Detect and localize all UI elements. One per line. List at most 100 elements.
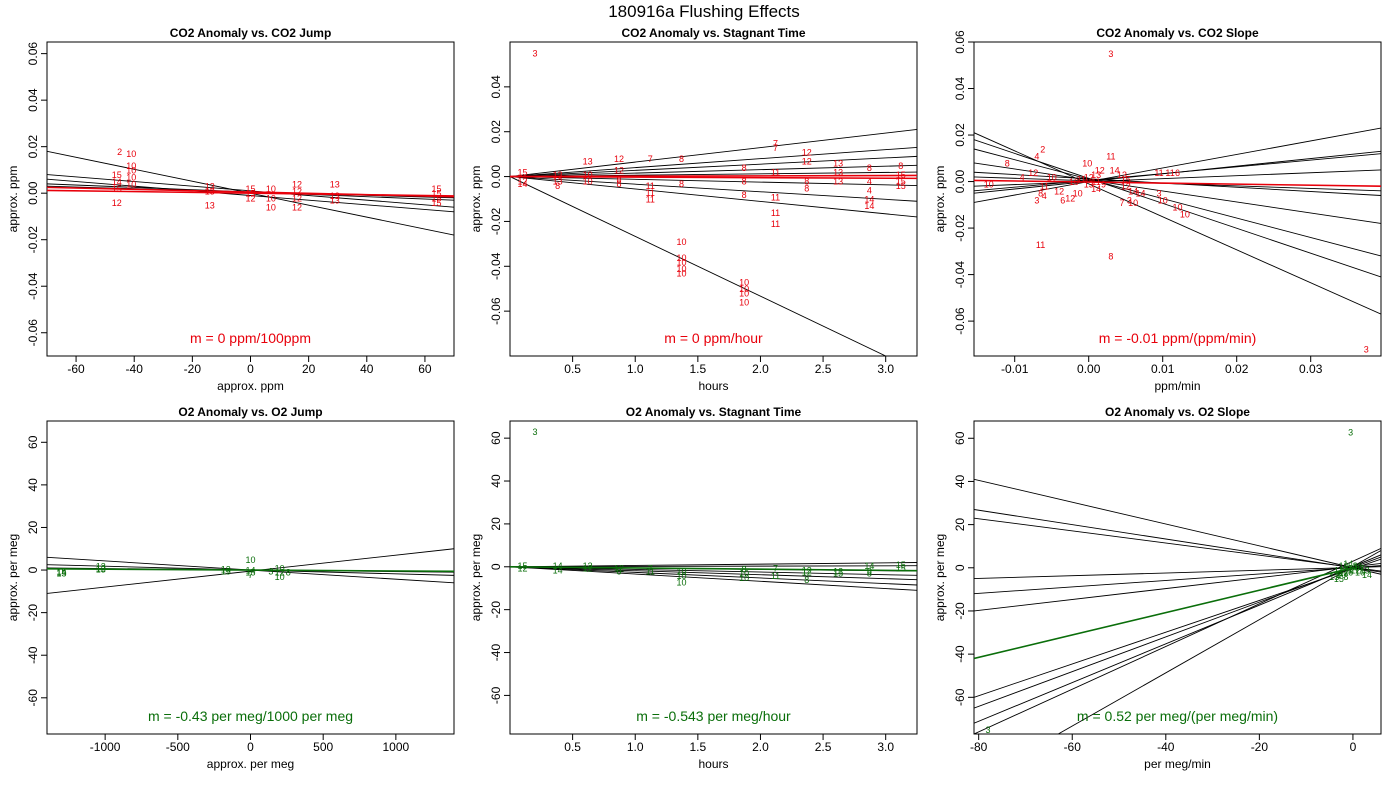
x-tick-label: 60 [418,362,432,376]
data-point-label: 7 [648,563,653,573]
panel-title: CO2 Anomaly vs. CO2 Jump [170,26,332,40]
data-point-label: 14 [864,195,874,205]
overall-fit-line [510,175,917,180]
fit-line [510,155,917,178]
data-point-label: 15 [896,170,906,180]
data-point-label: 12 [802,565,812,575]
data-point-label: 10 [1047,172,1057,182]
data-point-label: 13 [1329,572,1339,582]
y-tick-label: -0.04 [953,261,967,289]
x-tick-label: -40 [1157,740,1175,754]
data-point-label: 10 [1128,198,1138,208]
y-tick-label: -60 [953,688,967,706]
data-point-label: 12 [614,165,624,175]
x-tick-label: 0.02 [1225,362,1249,376]
data-point-label: 12 [275,568,285,578]
data-point-label: 10 [126,172,136,182]
x-tick-label: 2.0 [752,740,769,754]
data-point-label: 15 [518,561,528,571]
overall-fit-line [974,179,1381,188]
fit-line [974,547,1381,734]
x-tick-label: 1.0 [627,362,644,376]
data-point-label: 11 [646,195,655,205]
data-point-label: 10 [266,203,276,213]
data-point-label: 14 [518,179,528,189]
data-point-label: 8 [616,174,621,184]
y-axis-label: approx. per meg [6,534,20,621]
data-point-label: 10 [126,149,136,159]
data-point-label: 11 [771,168,780,178]
figure-title: 180916a Flushing Effects [608,2,800,21]
x-tick-label: 0 [1350,740,1357,754]
y-tick-label: 0.04 [26,88,40,112]
x-tick-label: 0.5 [564,740,581,754]
slope-annotation: m = -0.01 ppm/(ppm/min) [1099,330,1257,346]
data-point-label: 13 [205,182,215,192]
data-point-label: 13 [583,156,593,166]
data-point-label: 13 [1091,170,1101,180]
y-tick-label: -40 [953,645,967,663]
data-point-label: 13 [833,567,843,577]
x-tick-label: 0.03 [1299,362,1323,376]
fit-line [974,148,1381,257]
data-point-label: 15 [833,569,843,579]
data-point-label: 8 [679,179,684,189]
data-point-label: 8 [616,567,621,577]
data-point-label: 10 [275,572,285,582]
y-tick-label: -20 [26,604,40,622]
y-tick-label: -0.02 [489,207,503,235]
y-tick-label: -0.04 [26,272,40,300]
x-tick-label: 1.5 [690,740,707,754]
data-point-label: 10 [677,577,687,587]
data-point-label: 15 [245,568,255,578]
fit-line [974,566,1381,580]
panel-title: O2 Anomaly vs. O2 Slope [1105,405,1250,419]
y-tick-label: 20 [489,517,503,531]
y-tick-label: -0.04 [489,252,503,280]
data-point-label: 15 [57,569,67,579]
data-point-label: 12 [1334,565,1344,575]
x-tick-label: 1.0 [627,740,644,754]
x-tick-label: -60 [1064,740,1082,754]
data-point-label: 13 [583,561,593,571]
data-point-label: 14 [1128,186,1138,196]
x-axis-label: per meg/min [1144,757,1211,771]
data-point-label: 14 [1343,559,1353,569]
x-tick-label: 2.0 [752,362,769,376]
data-point-label: 10 [1082,158,1092,168]
data-point-label: 4 [867,186,872,196]
fit-line [974,153,1381,192]
x-axis-label: hours [698,757,728,771]
data-point-label: 11 [1036,240,1045,250]
y-tick-label: 0.00 [489,165,503,189]
data-point-label: 9 [1101,179,1106,189]
data-point-label: 3 [1348,427,1353,437]
data-point-label: 12 [1028,168,1038,178]
x-tick-label: -40 [126,362,144,376]
fit-line [47,548,454,594]
data-point-label: 12 [1121,182,1131,192]
x-tick-label: 0.00 [1077,362,1101,376]
y-axis-label: approx. ppm [933,166,947,233]
x-tick-label: 1000 [383,740,410,754]
y-tick-label: 0 [489,563,503,570]
data-point-label: 4 [1042,191,1047,201]
data-point-label: 10 [245,555,255,565]
data-point-label: 14 [864,561,874,571]
data-point-label: 12 [292,186,302,196]
y-axis-label: approx. ppm [6,166,20,233]
fit-line [510,146,917,178]
panel-title: CO2 Anomaly vs. Stagnant Time [621,26,805,40]
overall-fit-line [974,567,1354,660]
data-point-label: 8 [1108,251,1113,261]
data-point-label: 14 [1348,563,1358,573]
data-point-label: 8 [616,179,621,189]
data-point-label: 8 [742,564,747,574]
x-tick-label: -20 [184,362,202,376]
data-point-label: 14 [1135,189,1145,199]
data-point-label: 8 [742,177,747,187]
data-point-label: 10 [677,571,687,581]
x-tick-label: 2.5 [815,740,832,754]
data-point-label: 10 [1069,177,1079,187]
data-point-label: 10 [126,179,136,189]
